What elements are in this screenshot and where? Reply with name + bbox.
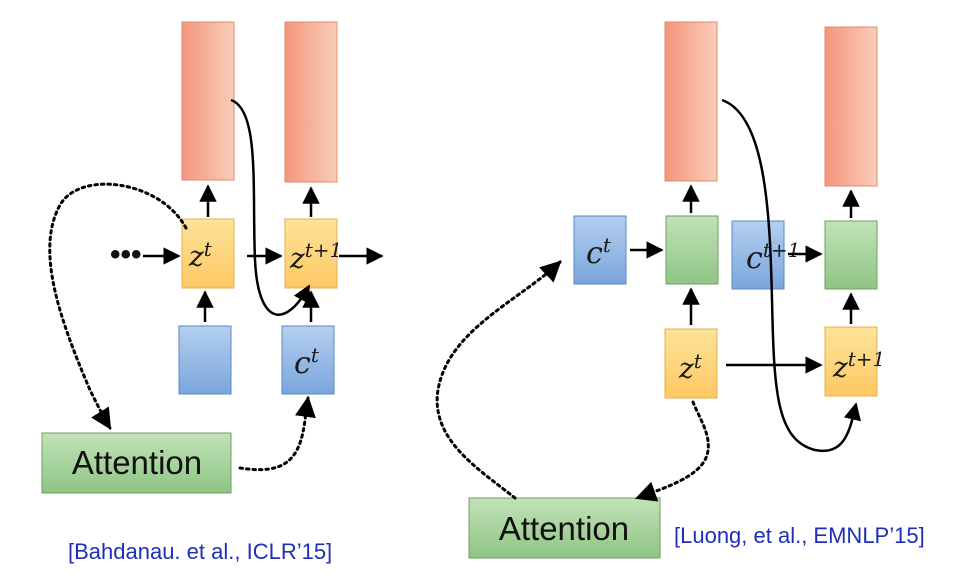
left-arrows [143,98,384,322]
left-zt-label: zt [188,237,213,273]
left-output-bar-1 [181,21,235,181]
left-input-box [178,325,232,395]
left-diagram: Attention zt zt+1 ct ••• [B [41,21,384,564]
right-state-zt1-box [824,326,878,397]
left-ellipsis: ••• [110,238,142,271]
right-hidden-box-1 [665,215,719,285]
right-arrows [630,98,861,453]
right-zt1-label: zt+1 [832,347,885,384]
left-state-zt-box [181,218,235,289]
left-state-zt1-box [284,218,338,289]
left-output-bar-2 [284,21,338,183]
right-dotted-paths [435,260,710,502]
right-attention-box [468,497,661,559]
left-dotted-paths [48,182,316,472]
left-attention-label: Attention [72,444,202,481]
left-context-ct-box [281,325,335,395]
right-state-zt-box [664,328,718,399]
left-ct-label: ct [294,343,320,381]
right-diagram: Attention ct ct+1 zt zt+1 [435,21,925,559]
right-output-bar-1 [664,21,718,182]
right-attention-label: Attention [499,510,629,547]
right-context-ct-box [573,215,627,285]
right-hidden-box-2 [824,220,878,290]
left-citation: [Bahdanau. et al., ICLR’15] [68,539,332,564]
left-attention-box [41,432,232,494]
right-zt-label: zt [678,349,703,385]
left-zt1-label: zt+1 [289,238,342,275]
right-ct-label: ct [586,233,612,271]
right-output-bar-2 [824,26,878,187]
right-context-ct1-box [731,220,785,290]
right-citation: [Luong, et al., EMNLP’15] [674,523,925,548]
